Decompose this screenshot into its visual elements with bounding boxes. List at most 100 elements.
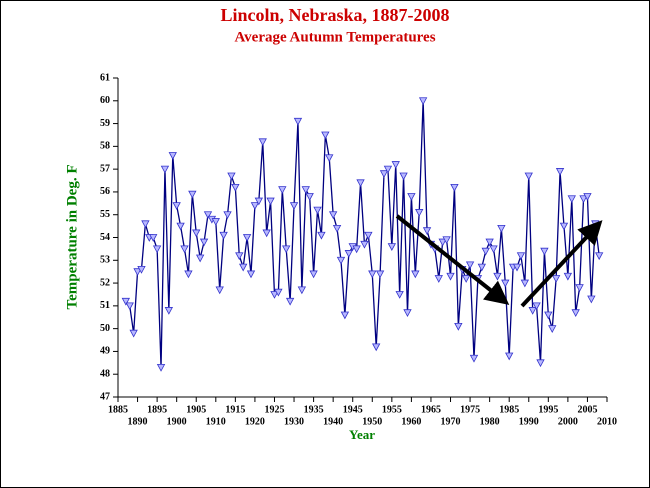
data-point bbox=[489, 245, 498, 254]
data-point bbox=[485, 238, 494, 247]
data-point bbox=[422, 227, 432, 236]
x-tick-label: 1930 bbox=[284, 416, 304, 427]
plot: 47 48 49 50 51 52 53 54 55 56 57 58 59 60 61 1885189018… bbox=[100, 72, 617, 427]
data-point bbox=[383, 165, 393, 174]
data-point bbox=[188, 190, 197, 199]
data-point bbox=[415, 209, 424, 217]
y-tick-label: 59 bbox=[100, 118, 110, 129]
data-point bbox=[469, 354, 479, 363]
data-point bbox=[379, 170, 389, 179]
data-point bbox=[567, 195, 576, 204]
data-point bbox=[301, 186, 310, 194]
x-axis-label: Year bbox=[349, 427, 375, 442]
data-point bbox=[297, 286, 307, 295]
data-point bbox=[497, 224, 506, 233]
y-tick-label: 51 bbox=[100, 300, 110, 311]
data-point bbox=[360, 240, 369, 249]
data-point bbox=[356, 179, 365, 188]
data-point bbox=[438, 238, 447, 247]
data-point bbox=[368, 270, 377, 279]
x-tick-label: 1890 bbox=[128, 416, 148, 427]
data-point bbox=[407, 193, 416, 201]
x-tick-label: 1925 bbox=[264, 404, 284, 415]
data-point bbox=[395, 291, 404, 299]
data-point bbox=[223, 211, 232, 220]
data-point bbox=[344, 250, 353, 258]
data-point bbox=[528, 307, 537, 315]
x-tick-label: 2005 bbox=[577, 404, 597, 415]
data-point bbox=[164, 307, 174, 315]
data-point bbox=[555, 168, 565, 176]
x-tick-label: 2010 bbox=[597, 416, 617, 427]
x-tick-label: 1895 bbox=[147, 404, 167, 415]
data-point bbox=[125, 302, 134, 311]
x-tick-label: 1885 bbox=[108, 404, 128, 415]
data-point bbox=[156, 363, 166, 372]
data-point bbox=[239, 263, 248, 272]
data-point bbox=[184, 270, 193, 279]
data-point bbox=[250, 202, 260, 210]
data-point bbox=[583, 193, 592, 201]
x-tick-label: 1900 bbox=[167, 416, 187, 427]
data-point bbox=[461, 275, 471, 283]
data-point bbox=[282, 245, 291, 254]
data-point bbox=[199, 238, 209, 247]
x-tick-label: 1995 bbox=[538, 404, 558, 415]
data-point bbox=[446, 272, 455, 281]
x-tick-label: 1950 bbox=[362, 416, 382, 427]
data-point bbox=[399, 172, 408, 181]
data-point bbox=[391, 161, 400, 169]
data-point bbox=[332, 224, 342, 233]
data-point bbox=[434, 275, 443, 283]
data-point bbox=[192, 229, 201, 238]
x-tick-label: 1945 bbox=[343, 404, 363, 415]
data-point bbox=[219, 231, 228, 240]
data-point bbox=[137, 265, 146, 274]
x-tick-label: 1990 bbox=[519, 416, 539, 427]
data-point bbox=[352, 245, 361, 254]
x-tick-label: 1980 bbox=[480, 416, 500, 427]
y-tick-label: 57 bbox=[100, 163, 110, 174]
chart-title: Lincoln, Nebraska, 1887-2008 bbox=[220, 5, 449, 25]
x-tick-label: 1915 bbox=[225, 404, 245, 415]
y-tick-label: 56 bbox=[100, 186, 110, 197]
data-point bbox=[215, 286, 224, 295]
data-point bbox=[266, 197, 275, 206]
x-tick-label: 1975 bbox=[460, 404, 480, 415]
data-point bbox=[512, 263, 522, 272]
data-point bbox=[387, 243, 397, 251]
data-point bbox=[328, 211, 338, 220]
y-tick-label: 55 bbox=[100, 209, 110, 220]
data-point bbox=[418, 97, 428, 106]
data-point bbox=[246, 270, 256, 279]
data-point bbox=[289, 202, 299, 210]
data-point bbox=[375, 270, 385, 279]
data-point bbox=[313, 206, 322, 215]
data-point bbox=[465, 261, 475, 270]
data-point bbox=[559, 222, 569, 231]
data-point bbox=[274, 288, 283, 297]
data-point bbox=[133, 268, 142, 277]
chart-subtitle: Average Autumn Temperatures bbox=[234, 29, 435, 45]
data-point bbox=[579, 195, 588, 204]
data-point bbox=[450, 183, 459, 192]
data-point bbox=[262, 229, 271, 238]
y-tick-label: 48 bbox=[100, 369, 110, 380]
x-tick-label: 1955 bbox=[382, 404, 402, 415]
data-point bbox=[536, 359, 545, 368]
data-point bbox=[152, 245, 162, 254]
data-point bbox=[321, 131, 330, 140]
data-point bbox=[129, 329, 138, 338]
data-point bbox=[477, 263, 486, 272]
data-point bbox=[121, 297, 130, 306]
y-tick-label: 58 bbox=[100, 141, 110, 152]
data-point bbox=[325, 154, 334, 163]
data-point bbox=[493, 272, 502, 281]
data-point bbox=[403, 309, 412, 318]
data-point bbox=[540, 247, 549, 256]
data-point bbox=[278, 186, 287, 194]
data-point bbox=[548, 325, 557, 333]
